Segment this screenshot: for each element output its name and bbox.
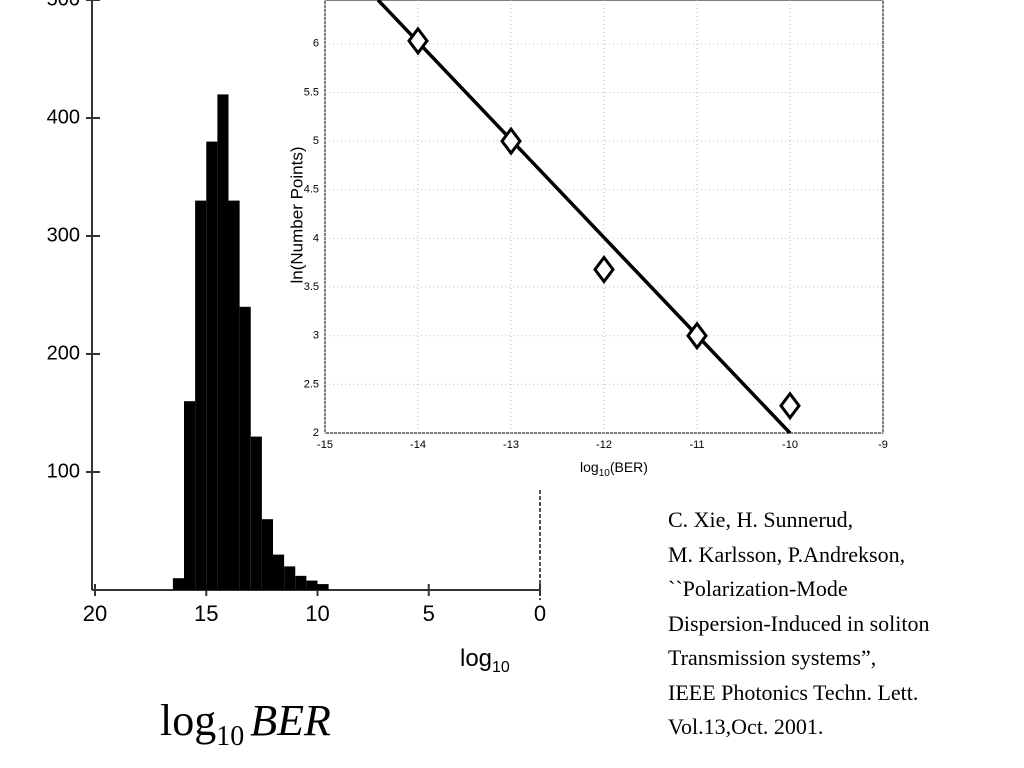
- y-axis-label: ln(Number Points): [287, 147, 306, 284]
- caption-base: log: [160, 696, 216, 745]
- y-tick-label: 300: [47, 224, 80, 246]
- point: [686, 321, 708, 351]
- x-label-rest: (BER): [610, 459, 648, 475]
- x-tick-label: -14: [410, 439, 426, 451]
- y-tick-label: 2.5: [304, 378, 319, 390]
- bar: [206, 141, 218, 590]
- x-label-sub: 10: [599, 468, 611, 479]
- citation-line: ``Polarization-Mode: [668, 576, 848, 601]
- y-tick-label: 5.5: [304, 86, 319, 98]
- x-tick-label: 5: [423, 601, 435, 626]
- bar: [184, 401, 196, 590]
- y-tick-label: 4: [313, 232, 319, 244]
- caption: log10 BER: [160, 696, 331, 752]
- x-tick-label: 15: [194, 601, 218, 626]
- x-tick-label: -9: [878, 439, 888, 451]
- bar: [261, 519, 273, 590]
- caption-sub: 10: [216, 721, 244, 752]
- point: [593, 255, 615, 285]
- y-tick-label: 4.5: [304, 184, 319, 196]
- x-tick-label: -10: [782, 439, 798, 451]
- x-label-base: log: [460, 645, 492, 672]
- bar: [195, 200, 207, 590]
- fit-line: [376, 0, 792, 435]
- x-tick-label: -11: [689, 439, 704, 451]
- point: [500, 126, 522, 156]
- x-axis-label: log10: [460, 645, 510, 676]
- y-tick-label: 5: [313, 135, 319, 147]
- y-tick-label: 3: [313, 330, 319, 342]
- bar: [239, 306, 251, 590]
- y-tick-label: 400: [47, 106, 80, 128]
- x-tick-label: -12: [596, 439, 612, 451]
- bar: [284, 566, 296, 590]
- x-axis-label: log10(BER): [580, 459, 648, 479]
- y-tick-label: 3.5: [304, 281, 319, 293]
- point: [407, 26, 429, 56]
- x-label-sub: 10: [492, 659, 510, 676]
- x-tick-label: -15: [317, 439, 333, 451]
- x-tick-label: 20: [83, 601, 107, 626]
- caption-rest: BER: [250, 696, 331, 745]
- bar: [306, 580, 318, 590]
- y-tick-label: 6: [313, 38, 319, 50]
- bar: [273, 554, 285, 590]
- citation-line: M. Karlsson, P.Andrekson,: [668, 541, 906, 567]
- x-tick-label: 0: [534, 601, 546, 626]
- citation-line: Vol.13,Oct. 2001.: [668, 714, 824, 739]
- bar: [250, 436, 262, 590]
- x-label-base: log: [580, 459, 599, 475]
- x-tick-label: -13: [503, 439, 519, 451]
- citation: C. Xie, H. Sunnerud, M. Karlsson, P.Andre…: [668, 503, 930, 745]
- bar: [217, 94, 229, 591]
- citation-line: Dispersion-Induced in soliton: [668, 610, 930, 636]
- bar: [317, 584, 329, 590]
- citation-line: IEEE Photonics Techn. Lett.: [668, 679, 919, 705]
- y-tick-label: 500: [47, 0, 80, 10]
- y-tick-label: 2: [313, 427, 319, 439]
- bar: [295, 575, 307, 590]
- citation-line: C. Xie, H. Sunnerud,: [668, 507, 854, 532]
- y-tick-label: 200: [47, 342, 80, 364]
- point: [779, 391, 801, 421]
- bar: [172, 578, 184, 590]
- x-tick-label: 10: [305, 601, 329, 626]
- bar: [228, 200, 240, 590]
- y-tick-label: 100: [47, 460, 80, 482]
- citation-line: Transmission systems”,: [668, 645, 877, 670]
